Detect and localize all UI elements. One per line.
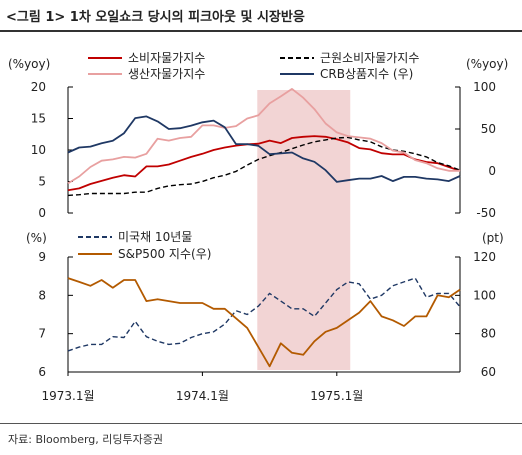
legend-label: 미국채 10년물 — [118, 230, 192, 244]
left-tick-label: 15 — [31, 112, 46, 126]
left-tick-label: 5 — [38, 175, 46, 189]
left-tick-label: 6 — [38, 365, 46, 379]
series-line — [67, 135, 461, 192]
right-tick-label: -50 — [476, 206, 496, 220]
legend-label: CRB상품지수 (우) — [320, 67, 413, 81]
left-tick-label: 10 — [31, 143, 46, 157]
x-tick-label: 1974.1월 — [176, 389, 229, 403]
right-tick-label: 100 — [473, 288, 496, 302]
left-tick-label: 9 — [38, 250, 46, 264]
x-tick-label: 1975.1월 — [310, 389, 363, 403]
right-tick-label: 50 — [481, 122, 496, 136]
legend-label: S&P500 지수(우) — [118, 247, 211, 261]
source-note: 자료: Bloomberg, 리딩투자증권 — [8, 433, 163, 446]
series-line — [67, 277, 461, 352]
right-tick-label: 80 — [481, 327, 496, 341]
chart-title: <그림 1> 1차 오일쇼크 당시의 피크아웃 및 시장반응 — [6, 10, 305, 25]
right-tick-label: 120 — [473, 250, 496, 264]
source-rule — [0, 423, 522, 424]
legend-label: 생산자물가지수 — [128, 67, 205, 81]
left-tick-label: 20 — [31, 80, 46, 94]
series-line — [67, 88, 460, 185]
series-line — [67, 115, 461, 183]
right-tick-label: 100 — [473, 80, 496, 94]
right-unit-label: (%yoy) — [466, 57, 508, 71]
series-line — [67, 277, 461, 368]
left-tick-label: 8 — [38, 288, 46, 302]
left-unit-label: (%) — [26, 231, 47, 245]
title-rule — [0, 30, 522, 32]
left-tick-label: 7 — [38, 327, 46, 341]
left-tick-label: 0 — [38, 206, 46, 220]
left-unit-label: (%yoy) — [8, 57, 50, 71]
x-tick-label: 1973.1월 — [41, 389, 94, 403]
legend-label: 소비자물가지수 — [128, 51, 205, 65]
right-unit-label: (pt) — [482, 231, 504, 245]
right-tick-label: 60 — [481, 365, 496, 379]
legend-label: 근원소비자물가지수 — [320, 51, 419, 65]
right-tick-label: 0 — [488, 164, 496, 178]
